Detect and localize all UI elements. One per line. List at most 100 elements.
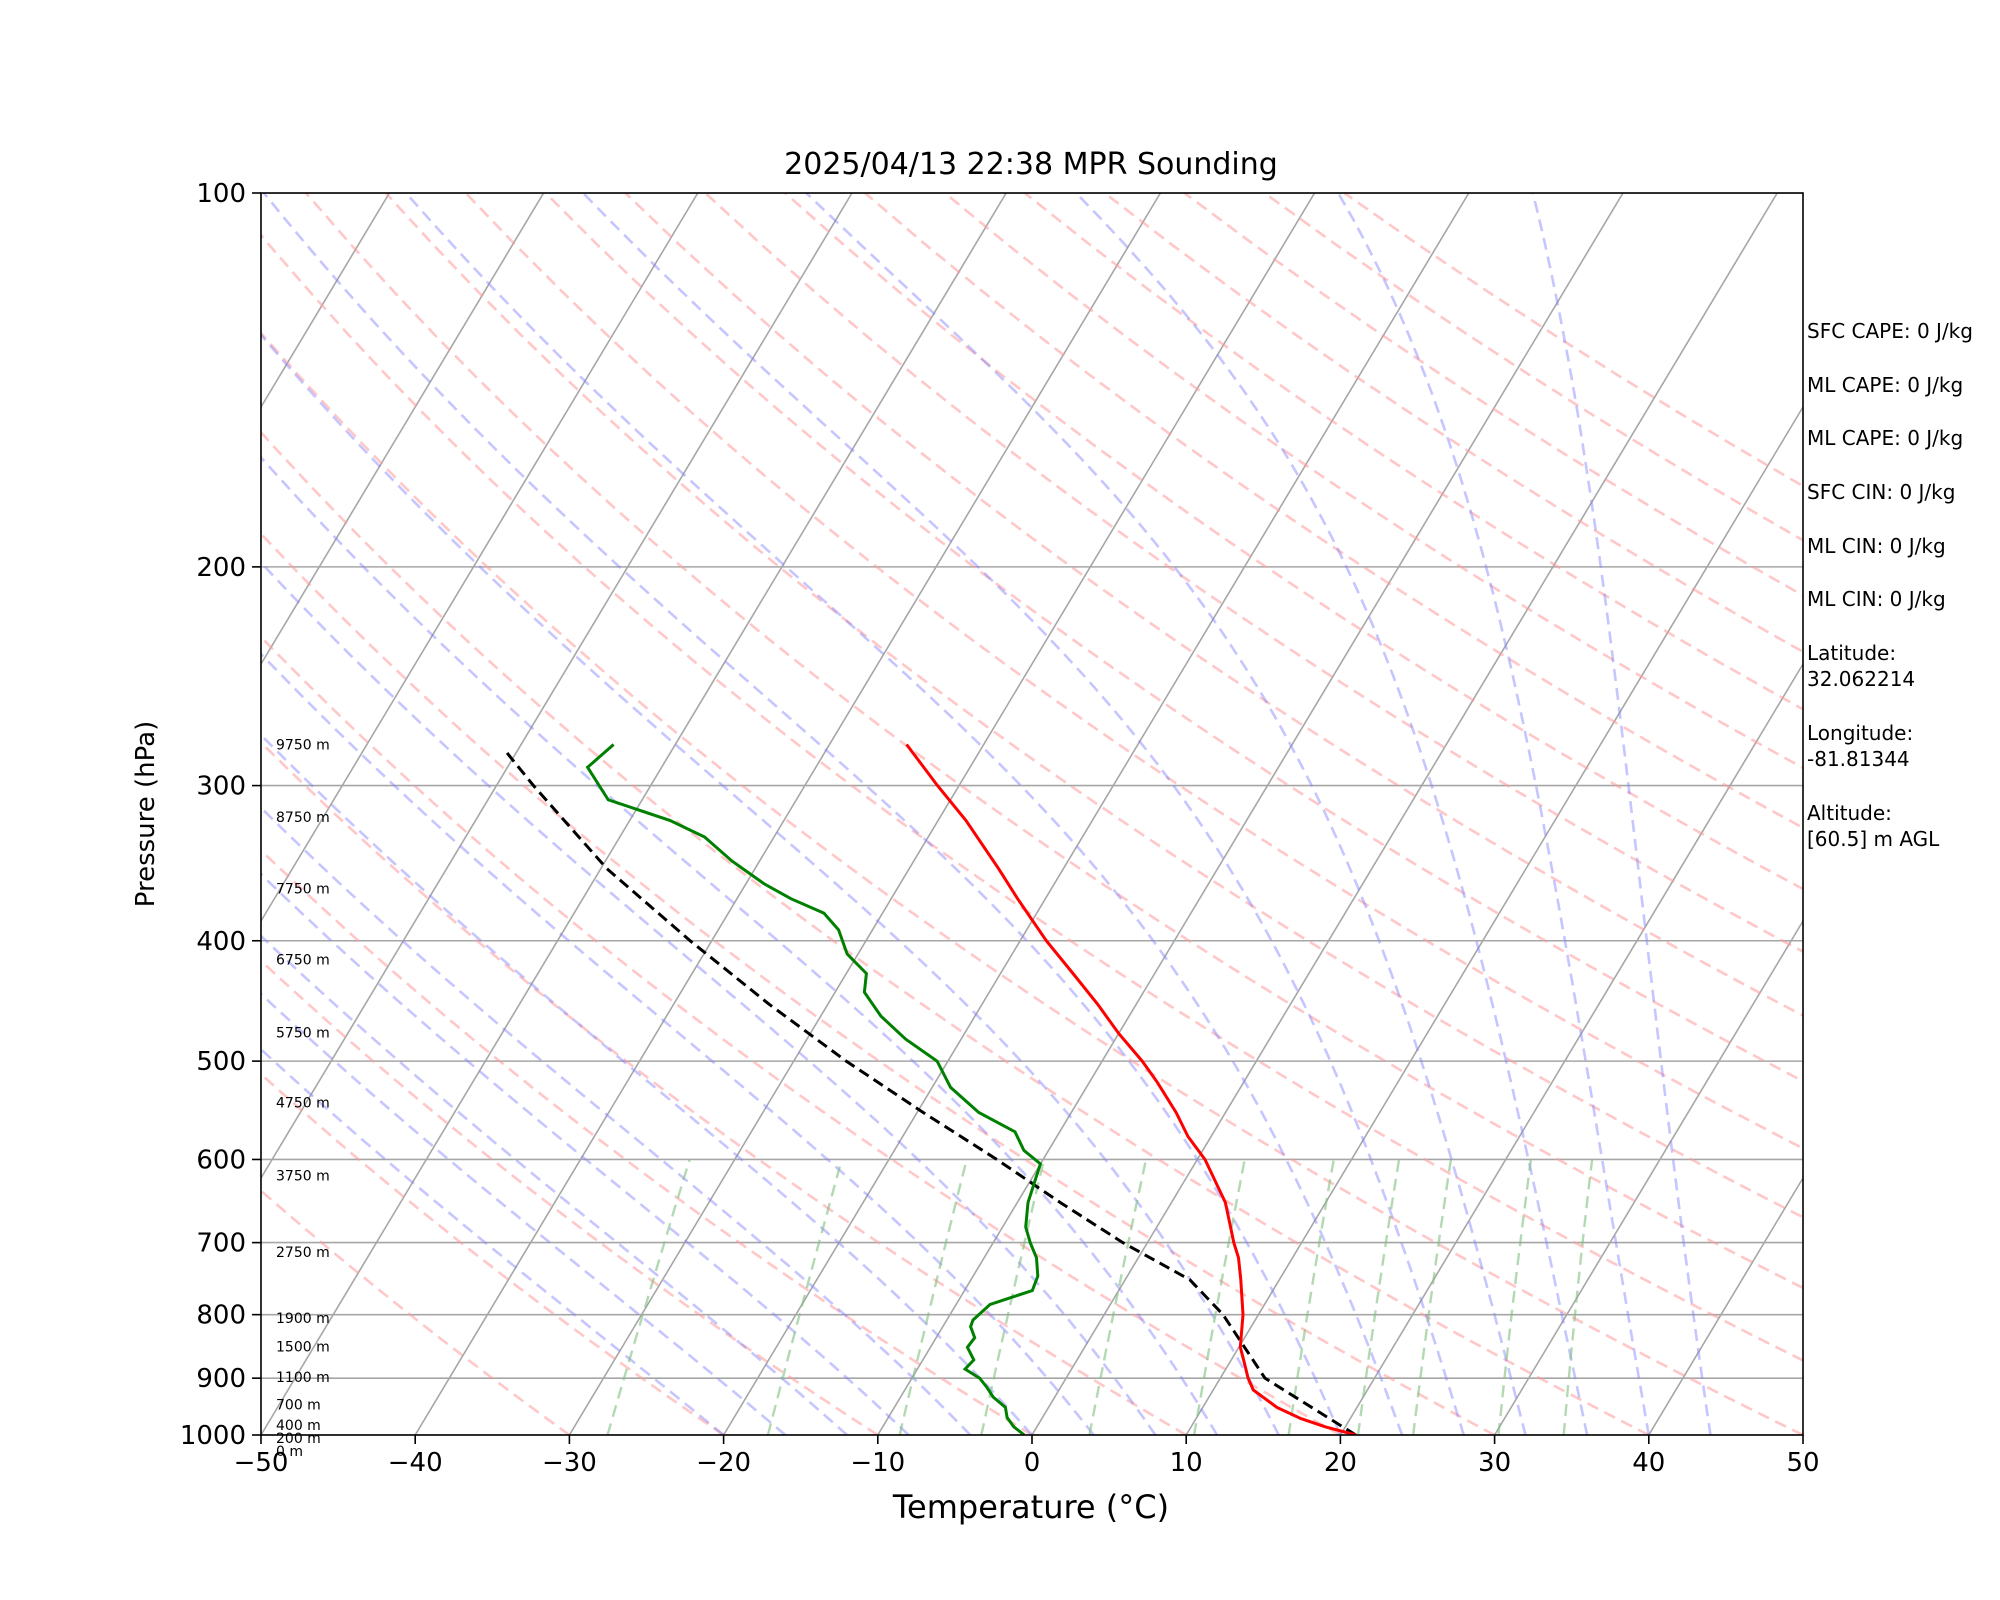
sfc-cape-text: SFC CAPE: 0 J/kg [1807,319,1973,343]
height-label: 1100 m [276,1370,330,1386]
x-tick-label: 20 [1324,1448,1357,1478]
isotherm-line [1185,405,1803,1435]
mixing-ratio-line [1088,1159,1148,1435]
y-tick-label: 500 [196,1047,246,1077]
chart-title: 2025/04/13 22:38 MPR Sounding [784,147,1278,182]
y-tick-label: 100 [196,179,246,209]
dry-adiabat-line [305,193,1803,1290]
y-axis-label: Pressure (hPa) [131,721,161,908]
latitude-text: Latitude: 32.062214 [1807,641,1916,691]
y-axis-ticks: 100 200 300 400 500 600 700 800 900 1000 [180,179,261,1451]
height-label: 8750 m [276,810,330,826]
dry-adiabat-line [1023,193,1803,711]
dry-adiabat-line [261,430,1650,1435]
mixing-ratio-line [1192,1159,1246,1435]
moist-adiabat-line [261,992,787,1435]
height-label: 4750 m [276,1096,330,1112]
moist-adiabat-line [582,193,1466,1435]
plot-area [0,193,1803,1435]
x-tick-label: 50 [1786,1448,1819,1478]
moist-adiabat-line [405,193,1404,1435]
dry-adiabat-line [261,740,1187,1435]
mixing-ratio-line [1356,1159,1401,1435]
dry-adiabat-line [261,233,1803,1362]
ml-cin-text-2: ML CIN: 0 J/kg [1807,587,1946,611]
y-tick-label: 800 [196,1301,246,1331]
isotherm-line [261,193,545,666]
dry-adiabat-line [261,848,1033,1435]
height-label: 1900 m [276,1311,330,1327]
ml-cape-text-2: ML CAPE: 0 J/kg [1807,426,1964,450]
y-tick-label: 900 [196,1364,246,1394]
y-tick-label: 200 [196,553,246,583]
height-label: 400 m [276,1418,321,1434]
height-label: 2750 m [276,1245,330,1261]
x-tick-label: 40 [1632,1448,1665,1478]
moist-adiabat-line [261,455,1219,1435]
mixing-ratio-line [1562,1159,1594,1435]
x-tick-label: 10 [1170,1448,1203,1478]
isotherm-line [414,193,1162,1435]
isotherm-lines [0,193,1803,1435]
y-tick-label: 400 [196,927,246,957]
moist-adiabat-line [1531,193,1712,1435]
dry-adiabat-line [261,958,879,1435]
moist-adiabat-line [261,872,910,1435]
y-tick-label: 700 [196,1229,246,1259]
x-tick-label: −50 [234,1448,289,1478]
mixing-ratio-line [898,1159,968,1435]
temperature-profile-line [905,743,1357,1435]
dry-adiabat-line [944,193,1803,770]
isotherm-line [1339,662,1803,1435]
x-axis-label: Temperature (°C) [892,1488,1169,1526]
height-label: 9750 m [276,738,330,754]
moist-adiabats [261,193,1712,1435]
dry-adiabat-line [261,635,1342,1435]
isotherm-line [1493,919,1803,1435]
isotherm-line [261,193,699,923]
moist-adiabat-line [261,560,1157,1435]
x-axis-ticks: −50 −40 −30 −20 −10 0 10 20 30 40 50 [234,1435,1820,1478]
sounding-series [502,743,1357,1435]
moist-adiabat-line [261,332,1280,1435]
dry-adiabat-line [544,193,1803,1083]
moist-adiabat-line [262,193,1342,1435]
mixing-ratio-line [1412,1159,1453,1435]
mixing-ratio-line [1287,1159,1335,1435]
height-label: 1500 m [276,1340,330,1356]
dry-adiabat-line [624,193,1803,1018]
height-label: 6750 m [276,952,330,968]
moist-adiabat-line [261,652,1095,1435]
isotherm-line [261,193,391,409]
y-tick-label: 1000 [180,1421,246,1451]
moist-adiabat-line [1337,193,1651,1435]
y-tick-label: 600 [196,1145,246,1175]
dewpoint-profile-line [585,743,1043,1435]
altitude-text: Altitude: [60.5] m AGL [1807,801,1940,851]
isotherm-line [1031,193,1778,1435]
x-tick-label: 0 [1024,1448,1041,1478]
isotherm-line [722,193,1470,1435]
dry-adiabat-line [704,193,1803,954]
height-labels: 9750 m 8750 m 7750 m 6750 m 5750 m 4750 m 3750… [276,738,330,1460]
ml-cin-text: ML CIN: 0 J/kg [1807,534,1946,558]
isotherm-line [568,193,1316,1435]
isotherm-line [261,193,1007,1435]
dry-adiabat-line [464,193,1803,1150]
y-tick-label: 300 [196,772,246,802]
mixing-ratio-lines [606,1159,1594,1435]
height-label: 3750 m [276,1168,330,1184]
moist-adiabat-line [805,193,1527,1435]
isotherm-line [261,193,853,1180]
height-label: 7750 m [276,881,330,897]
mixing-ratio-line [980,1159,1046,1435]
mixing-ratio-line [766,1159,843,1435]
moist-adiabat-line [261,733,1033,1435]
isotherm-line [0,193,81,1435]
moist-adiabat-line [261,934,848,1435]
ml-cape-text: ML CAPE: 0 J/kg [1807,373,1964,397]
dry-adiabat-line [784,193,1803,891]
moist-adiabat-line [261,805,972,1435]
dry-adiabats [261,193,1803,1435]
